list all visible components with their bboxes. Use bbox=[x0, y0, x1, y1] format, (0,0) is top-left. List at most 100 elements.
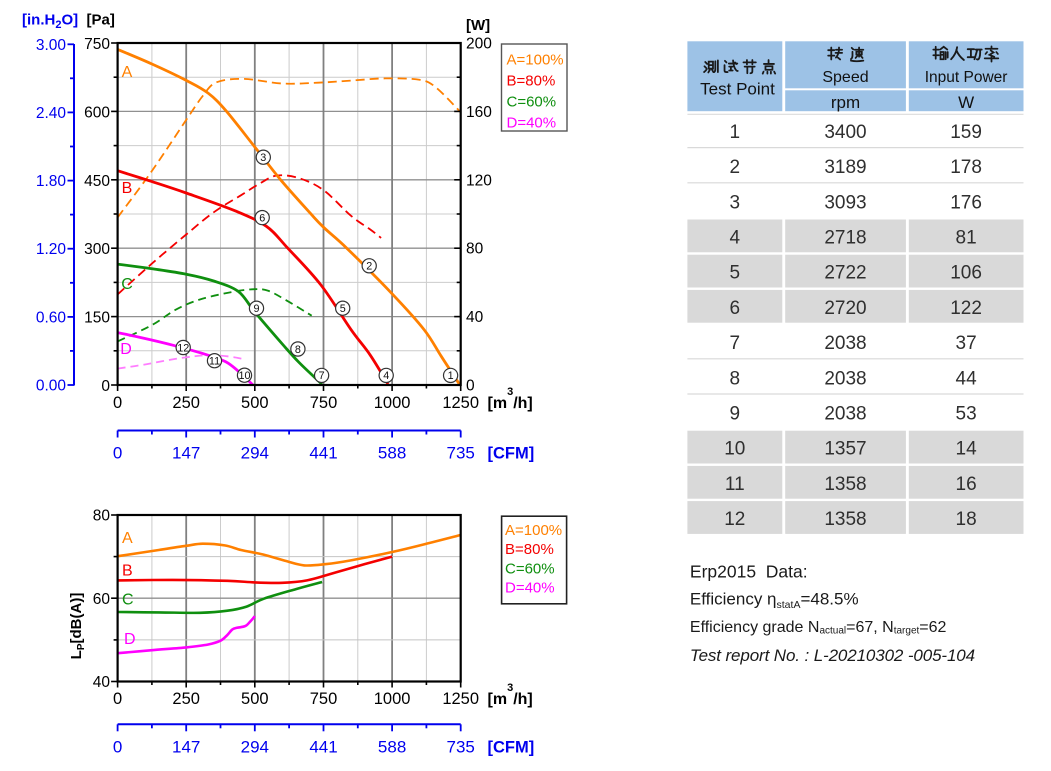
svg-text:0: 0 bbox=[101, 378, 110, 395]
svg-text:300: 300 bbox=[84, 241, 110, 258]
svg-text:2038: 2038 bbox=[824, 404, 866, 425]
svg-text:B: B bbox=[122, 180, 133, 197]
svg-text:7: 7 bbox=[319, 370, 325, 382]
svg-text:0: 0 bbox=[113, 737, 122, 756]
svg-text:3093: 3093 bbox=[824, 192, 866, 213]
svg-text:[Pa]: [Pa] bbox=[87, 12, 115, 29]
svg-text:6: 6 bbox=[259, 212, 265, 224]
svg-text:3400: 3400 bbox=[824, 122, 866, 143]
svg-text:5: 5 bbox=[730, 263, 741, 284]
svg-text:176: 176 bbox=[950, 192, 982, 213]
svg-text:7: 7 bbox=[730, 333, 741, 354]
svg-text:80: 80 bbox=[466, 241, 484, 258]
svg-text:0: 0 bbox=[113, 444, 122, 463]
svg-text:588: 588 bbox=[378, 444, 406, 463]
svg-text:294: 294 bbox=[241, 737, 269, 756]
svg-text:1358: 1358 bbox=[824, 474, 866, 495]
svg-text:C=60%: C=60% bbox=[507, 93, 557, 110]
svg-text:0.60: 0.60 bbox=[36, 309, 67, 326]
svg-text:294: 294 bbox=[241, 444, 269, 463]
svg-text:159: 159 bbox=[950, 122, 982, 143]
svg-text:12: 12 bbox=[177, 342, 189, 354]
svg-text:3: 3 bbox=[260, 152, 266, 164]
svg-text:9: 9 bbox=[730, 404, 741, 425]
svg-text:60: 60 bbox=[93, 591, 111, 608]
svg-text:2722: 2722 bbox=[824, 263, 866, 284]
svg-text:750: 750 bbox=[84, 36, 110, 53]
svg-text:1357: 1357 bbox=[824, 439, 866, 460]
svg-text:16: 16 bbox=[956, 474, 977, 495]
svg-text:735: 735 bbox=[447, 444, 475, 463]
svg-text:147: 147 bbox=[172, 737, 200, 756]
svg-text:10: 10 bbox=[238, 370, 250, 382]
svg-text:8: 8 bbox=[295, 344, 301, 356]
svg-text:2: 2 bbox=[730, 157, 741, 178]
svg-text:B=80%: B=80% bbox=[505, 541, 554, 558]
svg-text:9: 9 bbox=[253, 303, 259, 315]
svg-text:Test Point: Test Point bbox=[700, 80, 775, 99]
svg-text:1: 1 bbox=[448, 370, 454, 382]
svg-text:1.20: 1.20 bbox=[36, 241, 67, 258]
svg-text:A: A bbox=[122, 64, 133, 81]
svg-text:4: 4 bbox=[383, 370, 389, 382]
svg-text:600: 600 bbox=[84, 104, 110, 121]
svg-text:3.00: 3.00 bbox=[36, 37, 67, 54]
svg-text:1358: 1358 bbox=[824, 509, 866, 530]
svg-text:Speed: Speed bbox=[822, 69, 868, 86]
svg-text:12: 12 bbox=[724, 509, 745, 530]
svg-text:W: W bbox=[958, 93, 974, 112]
svg-text:0: 0 bbox=[113, 394, 122, 412]
svg-text:1: 1 bbox=[730, 122, 741, 143]
svg-text:[W]: [W] bbox=[466, 17, 490, 34]
svg-text:4: 4 bbox=[730, 228, 741, 249]
svg-text:C: C bbox=[122, 591, 134, 608]
svg-text:D: D bbox=[124, 631, 136, 648]
svg-text:160: 160 bbox=[466, 104, 492, 121]
svg-text:Test report No. : L-20210302 -: Test report No. : L-20210302 -005-104 bbox=[690, 646, 975, 665]
svg-text:B: B bbox=[122, 563, 133, 580]
svg-text:3189: 3189 bbox=[824, 157, 866, 178]
svg-text:0: 0 bbox=[466, 378, 475, 395]
svg-text:441: 441 bbox=[309, 444, 337, 463]
svg-text:44: 44 bbox=[956, 368, 978, 389]
svg-text:5: 5 bbox=[340, 303, 346, 315]
svg-text:1250: 1250 bbox=[442, 690, 479, 708]
svg-text:2720: 2720 bbox=[824, 298, 866, 319]
svg-text:18: 18 bbox=[956, 509, 977, 530]
svg-text:1000: 1000 bbox=[374, 690, 411, 708]
svg-text:750: 750 bbox=[310, 394, 338, 412]
svg-text:C: C bbox=[121, 276, 133, 293]
svg-text:37: 37 bbox=[956, 333, 977, 354]
svg-text:250: 250 bbox=[172, 690, 200, 708]
svg-text:1.80: 1.80 bbox=[36, 173, 67, 190]
svg-text:11: 11 bbox=[209, 356, 220, 368]
svg-text:250: 250 bbox=[172, 394, 200, 412]
svg-text:2038: 2038 bbox=[824, 368, 866, 389]
svg-text:11: 11 bbox=[725, 474, 745, 495]
svg-text:D: D bbox=[120, 341, 132, 358]
svg-text:40: 40 bbox=[93, 674, 111, 691]
svg-text:rpm: rpm bbox=[831, 93, 860, 112]
svg-text:81: 81 bbox=[956, 228, 977, 249]
svg-text:C=60%: C=60% bbox=[505, 560, 555, 577]
svg-text:150: 150 bbox=[84, 310, 110, 327]
svg-text:178: 178 bbox=[950, 157, 982, 178]
svg-text:0: 0 bbox=[113, 690, 122, 708]
svg-text:D=40%: D=40% bbox=[505, 580, 555, 597]
svg-text:2: 2 bbox=[366, 261, 372, 273]
svg-text:1000: 1000 bbox=[374, 394, 411, 412]
svg-text:500: 500 bbox=[241, 690, 269, 708]
svg-text:14: 14 bbox=[956, 439, 978, 460]
svg-text:53: 53 bbox=[956, 404, 977, 425]
svg-text:80: 80 bbox=[93, 508, 111, 525]
svg-text:106: 106 bbox=[950, 263, 982, 284]
svg-text:D=40%: D=40% bbox=[507, 114, 557, 131]
svg-text:500: 500 bbox=[241, 394, 269, 412]
svg-text:A=100%: A=100% bbox=[505, 522, 562, 539]
svg-text:750: 750 bbox=[310, 690, 338, 708]
svg-text:B=80%: B=80% bbox=[507, 72, 556, 89]
svg-text:A: A bbox=[122, 530, 133, 547]
svg-text:6: 6 bbox=[730, 298, 741, 319]
svg-text:441: 441 bbox=[309, 737, 337, 756]
svg-text:2038: 2038 bbox=[824, 333, 866, 354]
